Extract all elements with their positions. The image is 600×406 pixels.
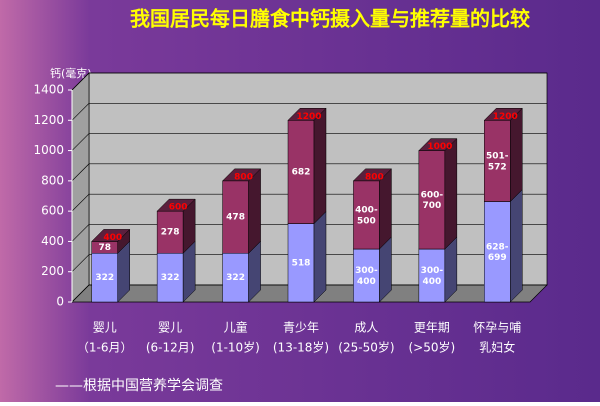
- value-label: 682: [292, 167, 311, 177]
- value-label: 600-700: [421, 190, 444, 211]
- bar-segment: [287, 223, 315, 303]
- recommended-label: 1200: [296, 112, 321, 122]
- value-label: 78: [98, 243, 111, 253]
- bar-top: [352, 168, 393, 182]
- bar-segment: [484, 201, 511, 303]
- bar-top: [221, 168, 262, 182]
- recommended-label: 400: [103, 233, 122, 243]
- value-label: 628-699: [486, 242, 509, 263]
- bar-side: [313, 210, 327, 303]
- grid-line: [71, 193, 547, 212]
- bar-side: [510, 107, 523, 203]
- bar-top: [156, 198, 196, 212]
- bar-segment: [287, 120, 315, 224]
- y-tick-label: 600: [41, 204, 64, 218]
- y-tick-label: 400: [41, 234, 64, 248]
- y-axis-label: 钙(毫克): [50, 66, 92, 80]
- x-tick-label: (25-50岁): [338, 340, 394, 355]
- bar-top: [287, 108, 327, 121]
- chart-title: 我国居民每日膳食中钙摄入量与推荐量的比较: [130, 7, 530, 31]
- value-label: 501-572: [486, 151, 509, 172]
- recommended-label: 600: [169, 203, 188, 213]
- x-tick-label: 怀孕与哺: [473, 321, 521, 335]
- x-tick-label: 婴儿: [93, 321, 117, 335]
- value-label: 478: [226, 213, 245, 223]
- y-tick-label: 0: [56, 295, 64, 309]
- y-tick-label: 800: [41, 173, 64, 187]
- grid-line: [71, 284, 547, 303]
- bar-top: [91, 229, 131, 242]
- grid-line: [71, 102, 547, 121]
- x-tick-label: （1-6月）: [77, 341, 133, 355]
- value-label: 300-400: [355, 266, 378, 287]
- x-tick-label: 乳妇女: [479, 340, 515, 355]
- x-tick-label: 婴儿: [158, 321, 182, 335]
- bar-segment: [353, 248, 380, 303]
- bar-segment: [418, 150, 446, 250]
- source-note: ——根据中国营养学会调查: [55, 378, 223, 394]
- grid-line: [71, 133, 547, 151]
- recommended-label: 1000: [427, 142, 452, 152]
- value-label: 278: [161, 228, 180, 238]
- recommended-label: 800: [234, 172, 253, 182]
- y-tick-label: 1400: [33, 83, 64, 97]
- value-label: 400-500: [355, 205, 378, 226]
- x-tick-label: 成人: [354, 321, 378, 335]
- x-tick-label: (1-10岁): [211, 340, 260, 355]
- value-label: 300-400: [421, 266, 444, 287]
- bar-segment: [353, 180, 380, 250]
- x-tick-label: (13-18岁): [273, 340, 329, 355]
- y-tick-label: 1000: [33, 143, 64, 157]
- x-tick-label: (6-12月): [146, 341, 195, 355]
- y-tick-label: 1200: [33, 113, 64, 127]
- side-wall: [71, 72, 90, 303]
- x-tick-label: 儿童: [224, 320, 248, 335]
- bar-segment: [222, 180, 249, 254]
- bar-side: [510, 188, 523, 303]
- grid-line: [71, 224, 547, 242]
- bar-segment: [222, 252, 249, 303]
- x-tick-label: (>50岁): [409, 340, 456, 355]
- grid-line: [71, 254, 547, 272]
- bar-top: [418, 138, 458, 151]
- value-label: 322: [226, 273, 245, 283]
- bar-top: [483, 108, 523, 121]
- value-label: 518: [292, 258, 311, 268]
- bar-side: [444, 137, 458, 250]
- recommended-label: 1200: [493, 112, 518, 122]
- x-tick-label: 青少年: [283, 321, 319, 335]
- y-tick-label: 200: [41, 264, 64, 278]
- value-label: 322: [95, 273, 114, 283]
- grid-line: [71, 163, 547, 182]
- recommended-label: 800: [365, 172, 384, 182]
- bar-segment: [418, 248, 446, 303]
- bar-side: [313, 107, 327, 225]
- value-label: 322: [161, 273, 180, 283]
- grid-line: [71, 72, 547, 91]
- x-tick-label: 更年期: [414, 321, 450, 335]
